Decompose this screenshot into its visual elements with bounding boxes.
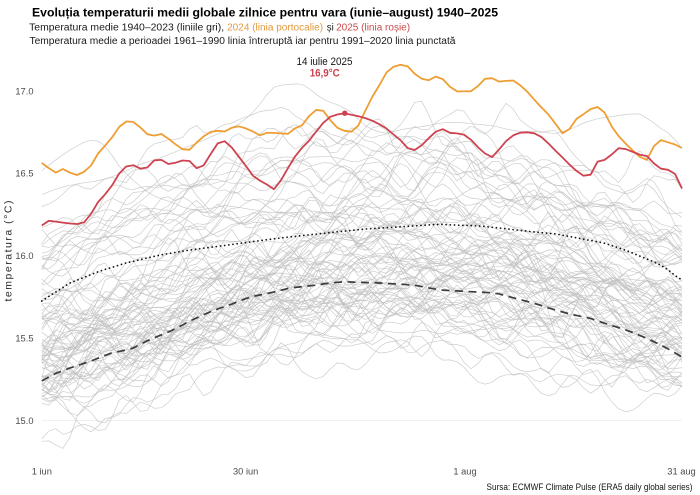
svg-text:2025 (linia roșie): 2025 (linia roșie) [336,22,410,33]
svg-text:temperatura (°C): temperatura (°C) [3,201,15,302]
svg-text:31 aug: 31 aug [667,467,695,477]
svg-text:Sursa: ECMWF Climate Pulse (ER: Sursa: ECMWF Climate Pulse (ERA5 daily g… [487,482,693,492]
svg-text:2024 (linia portocalie): 2024 (linia portocalie) [227,22,323,33]
svg-text:17.0: 17.0 [15,86,33,96]
svg-text:Evoluția temperaturii medii gl: Evoluția temperaturii medii globale ziln… [32,7,499,19]
svg-text:1 iun: 1 iun [32,467,52,477]
svg-text:16,9°C: 16,9°C [310,67,340,79]
svg-text:14 iulie 2025: 14 iulie 2025 [297,56,353,68]
svg-text:Temperatura medie a perioadei: Temperatura medie a perioadei 1961–1990 … [30,36,457,47]
svg-text:16.5: 16.5 [15,169,33,179]
svg-text:15.5: 15.5 [15,334,33,344]
svg-text:15.0: 15.0 [15,416,33,426]
svg-text:30 iun: 30 iun [233,467,258,477]
svg-text:16.0: 16.0 [15,251,33,261]
svg-text:1 aug: 1 aug [453,467,476,477]
svg-text:și: și [327,22,334,33]
svg-text:Temperatura medie 1940–2023 (l: Temperatura medie 1940–2023 (liniile gri… [29,22,224,33]
